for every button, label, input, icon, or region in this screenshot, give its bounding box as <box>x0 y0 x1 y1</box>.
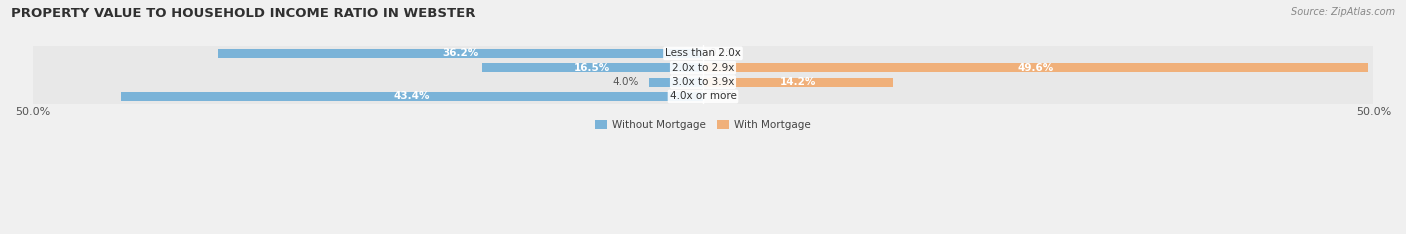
Text: 36.2%: 36.2% <box>443 48 478 58</box>
Text: 0.0%: 0.0% <box>710 48 735 58</box>
Text: 14.2%: 14.2% <box>780 77 817 87</box>
Text: 49.6%: 49.6% <box>1018 63 1053 73</box>
Text: 4.0%: 4.0% <box>612 77 638 87</box>
Text: Less than 2.0x: Less than 2.0x <box>665 48 741 58</box>
Text: 43.4%: 43.4% <box>394 91 430 102</box>
Text: 0.0%: 0.0% <box>710 91 735 102</box>
Bar <box>32 46 1374 61</box>
Text: 16.5%: 16.5% <box>574 63 610 73</box>
Text: Source: ZipAtlas.com: Source: ZipAtlas.com <box>1291 7 1395 17</box>
Bar <box>32 89 1374 104</box>
Bar <box>32 61 1374 75</box>
Bar <box>650 78 703 87</box>
Bar <box>703 78 893 87</box>
Text: PROPERTY VALUE TO HOUSEHOLD INCOME RATIO IN WEBSTER: PROPERTY VALUE TO HOUSEHOLD INCOME RATIO… <box>11 7 475 20</box>
Bar <box>218 49 703 58</box>
Bar <box>121 92 703 101</box>
Bar <box>32 75 1374 89</box>
Bar <box>703 63 1368 72</box>
Legend: Without Mortgage, With Mortgage: Without Mortgage, With Mortgage <box>591 116 815 135</box>
Text: 3.0x to 3.9x: 3.0x to 3.9x <box>672 77 734 87</box>
Text: 2.0x to 2.9x: 2.0x to 2.9x <box>672 63 734 73</box>
Text: 4.0x or more: 4.0x or more <box>669 91 737 102</box>
Bar <box>482 63 703 72</box>
